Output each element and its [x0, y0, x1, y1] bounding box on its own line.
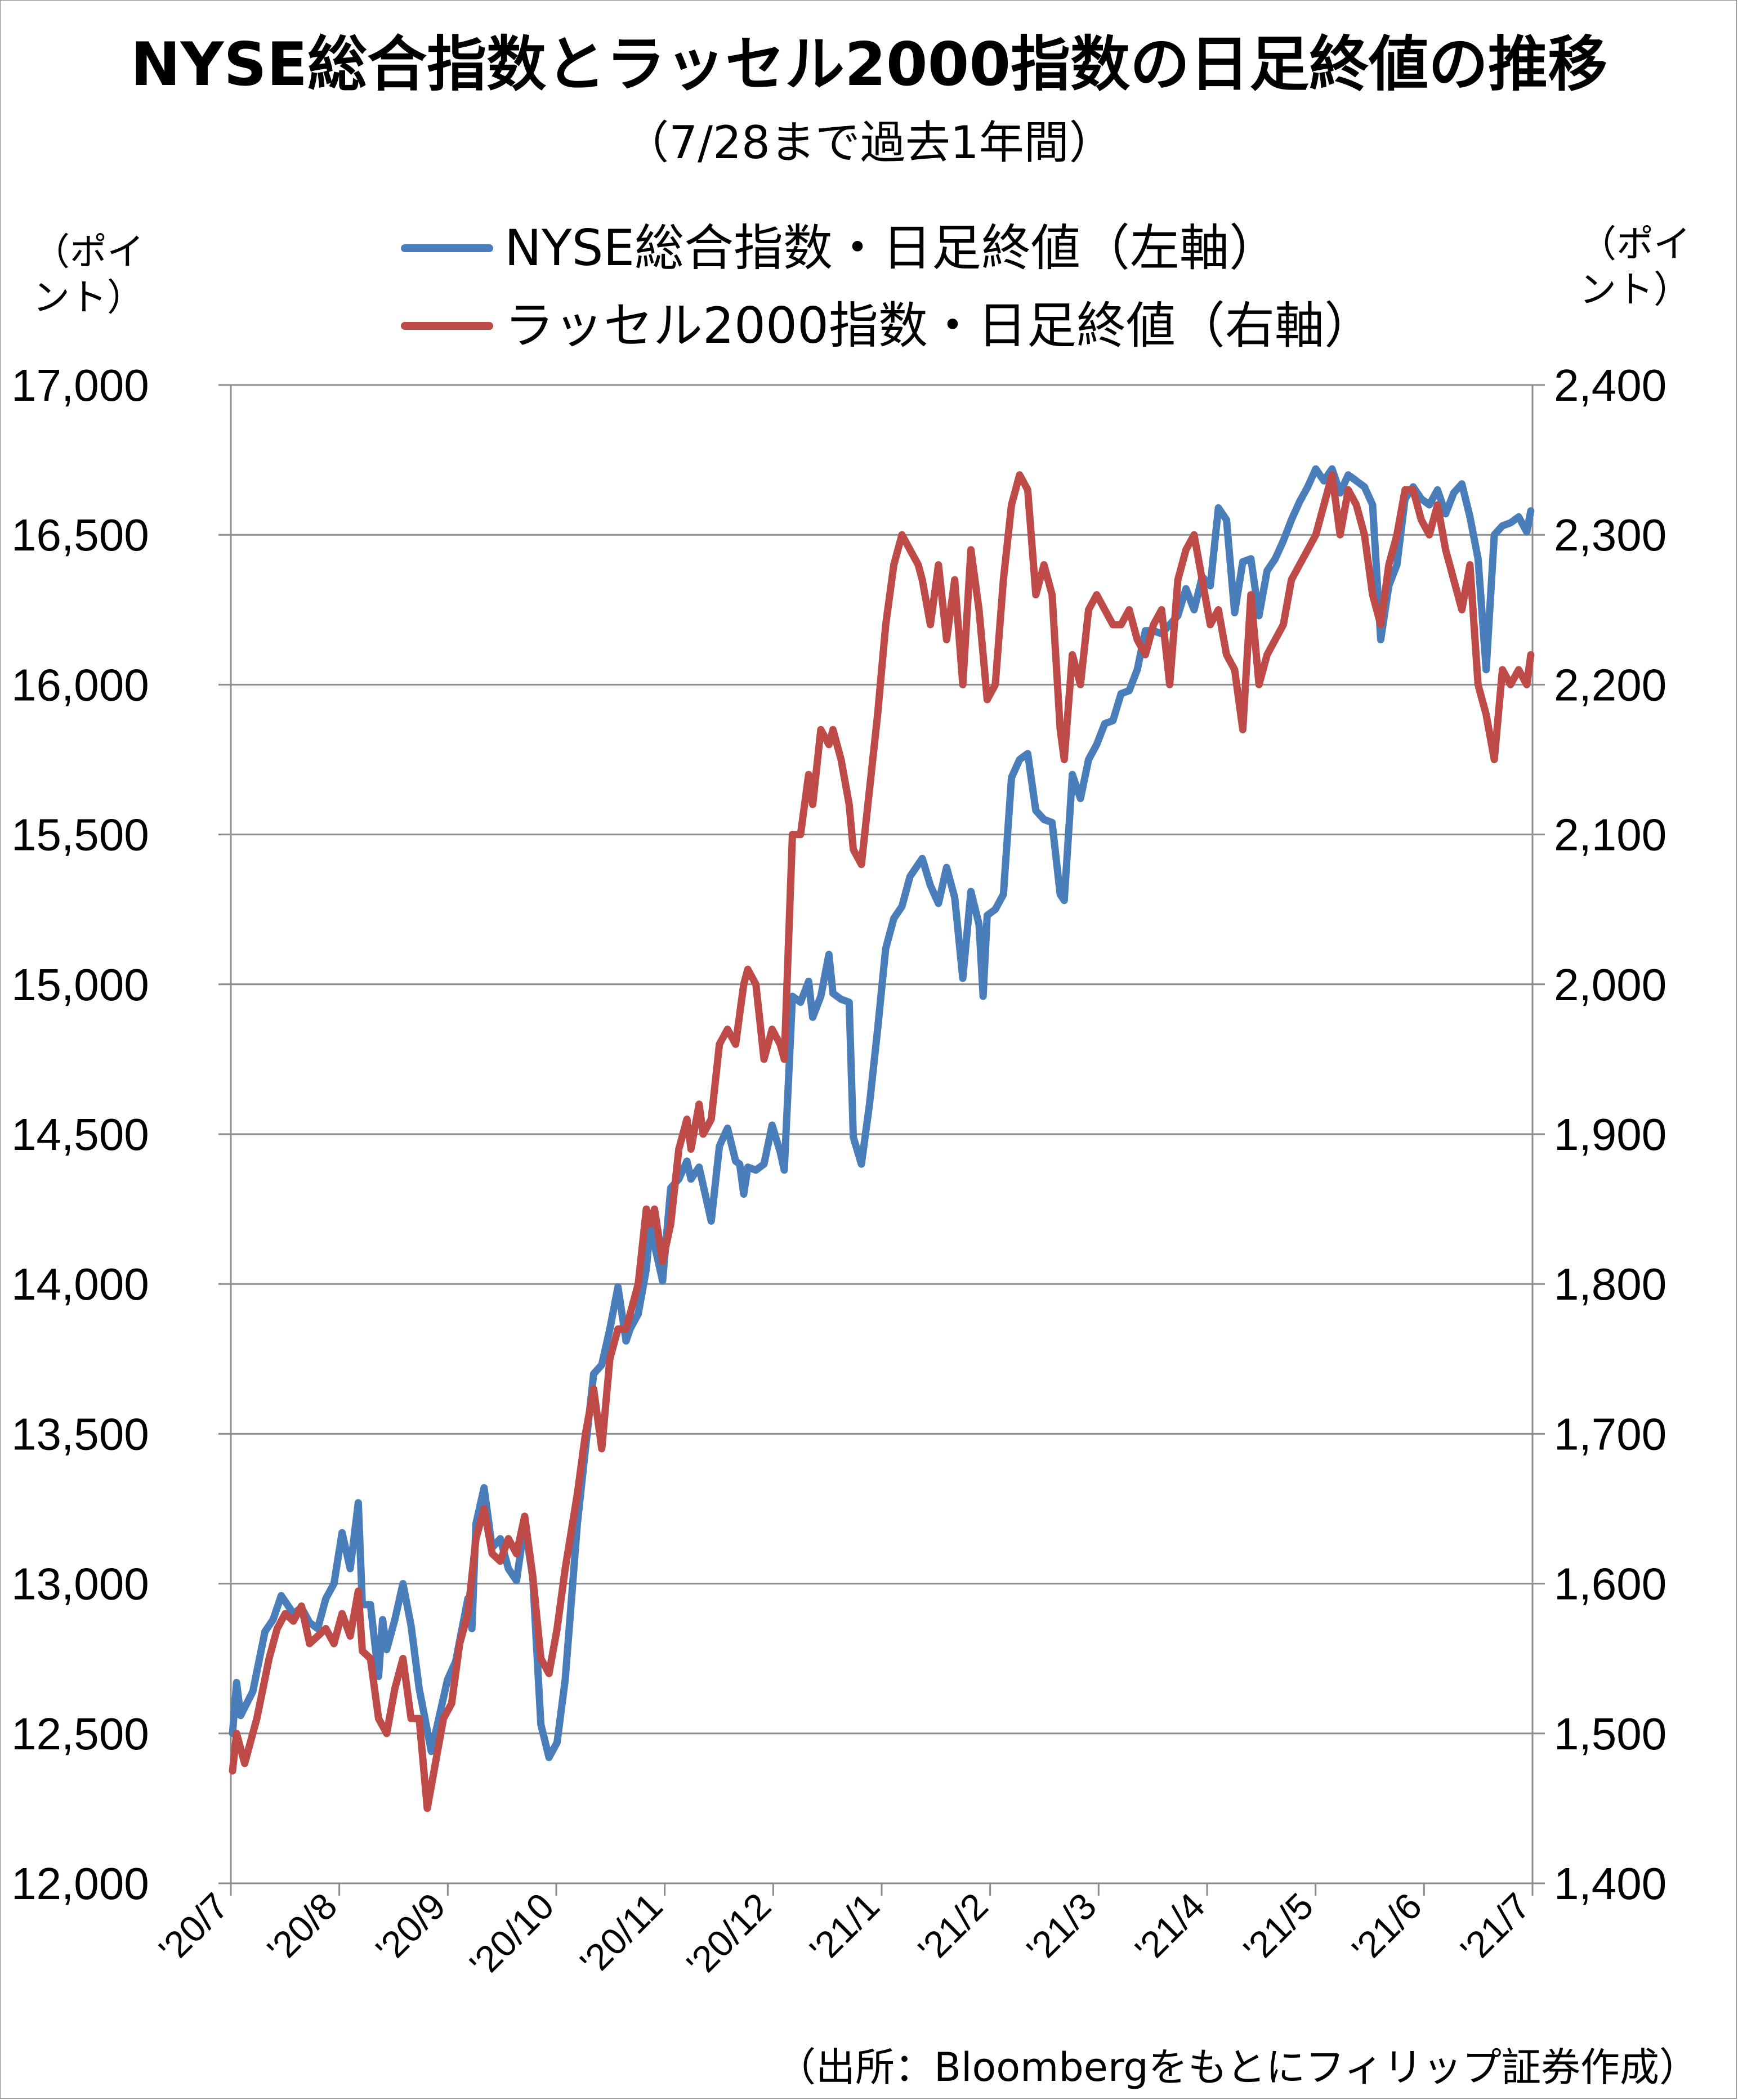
right-tick-label: 2,300 — [1554, 510, 1666, 560]
left-axis-unit: （ポイ ント） — [33, 230, 144, 320]
x-tick-label: '21/7 — [1453, 1885, 1538, 1971]
left-axis-unit-line2: ント） — [33, 275, 144, 319]
legend-swatch-nyse — [401, 244, 493, 252]
right-tick-label: 1,600 — [1554, 1559, 1666, 1609]
x-tick-label: '20/7 — [151, 1885, 236, 1971]
left-tick-label: 13,500 — [11, 1409, 149, 1459]
right-axis-unit-line2: ント） — [1579, 267, 1691, 311]
x-tick-label: '21/6 — [1344, 1885, 1429, 1971]
chart-subtitle: （7/28まで過去1年間） — [624, 117, 1114, 169]
left-tick-label: 14,000 — [11, 1259, 149, 1309]
left-tick-label: 16,000 — [11, 660, 149, 710]
x-tick-label: '20/11 — [572, 1885, 671, 1983]
series-line-russell — [229, 471, 1535, 1812]
legend-item-nyse: NYSE総合指数・日足終値（左軸） — [401, 217, 1279, 279]
source-note: （出所：Bloombergをもとにフィリップ証券作成） — [776, 2044, 1699, 2090]
left-tick-label: 16,500 — [11, 510, 149, 560]
x-tick-label: '20/10 — [462, 1885, 562, 1985]
legend-item-russell: ラッセル2000指数・日足終値（右軸） — [401, 295, 1374, 357]
left-tick-label: 14,500 — [11, 1109, 149, 1159]
chart-title: NYSE総合指数とラッセル2000指数の日足終値の推移 — [130, 30, 1608, 99]
x-tick-label: '21/3 — [1018, 1885, 1104, 1971]
right-tick-label: 1,900 — [1554, 1109, 1666, 1159]
right-tick-label: 1,400 — [1554, 1859, 1666, 1909]
x-tick-label: '20/9 — [368, 1885, 453, 1971]
x-tick-label: '21/1 — [802, 1885, 887, 1971]
left-tick-label: 13,000 — [11, 1559, 149, 1609]
x-tick-label: '21/2 — [910, 1885, 995, 1971]
left-tick-label: 15,000 — [11, 960, 149, 1010]
left-tick-label: 12,000 — [11, 1859, 149, 1909]
right-tick-label: 2,400 — [1554, 360, 1666, 410]
right-axis-unit-line1: （ポイ — [1579, 222, 1691, 266]
x-tick-label: '20/12 — [678, 1885, 779, 1985]
right-tick-label: 2,000 — [1554, 960, 1666, 1010]
right-tick-label: 1,800 — [1554, 1259, 1666, 1309]
right-tick-label: 1,500 — [1554, 1709, 1666, 1759]
x-tick-label: '20/8 — [259, 1885, 345, 1971]
left-tick-label: 15,500 — [11, 810, 149, 860]
legend-label-nyse: NYSE総合指数・日足終値（左軸） — [504, 219, 1279, 277]
legend-swatch-russell — [401, 322, 493, 330]
x-tick-label: '21/4 — [1127, 1885, 1213, 1971]
x-tick-label: '21/5 — [1235, 1885, 1321, 1971]
right-tick-label: 2,200 — [1554, 660, 1666, 710]
right-tick-label: 2,100 — [1554, 810, 1666, 860]
right-tick-label: 1,700 — [1554, 1409, 1666, 1459]
right-axis-unit: （ポイ ント） — [1579, 222, 1691, 312]
legend-label-russell: ラッセル2000指数・日足終値（右軸） — [504, 297, 1374, 355]
left-tick-label: 17,000 — [11, 360, 149, 410]
left-axis-unit-line1: （ポイ — [33, 230, 144, 274]
left-tick-label: 12,500 — [11, 1709, 149, 1759]
